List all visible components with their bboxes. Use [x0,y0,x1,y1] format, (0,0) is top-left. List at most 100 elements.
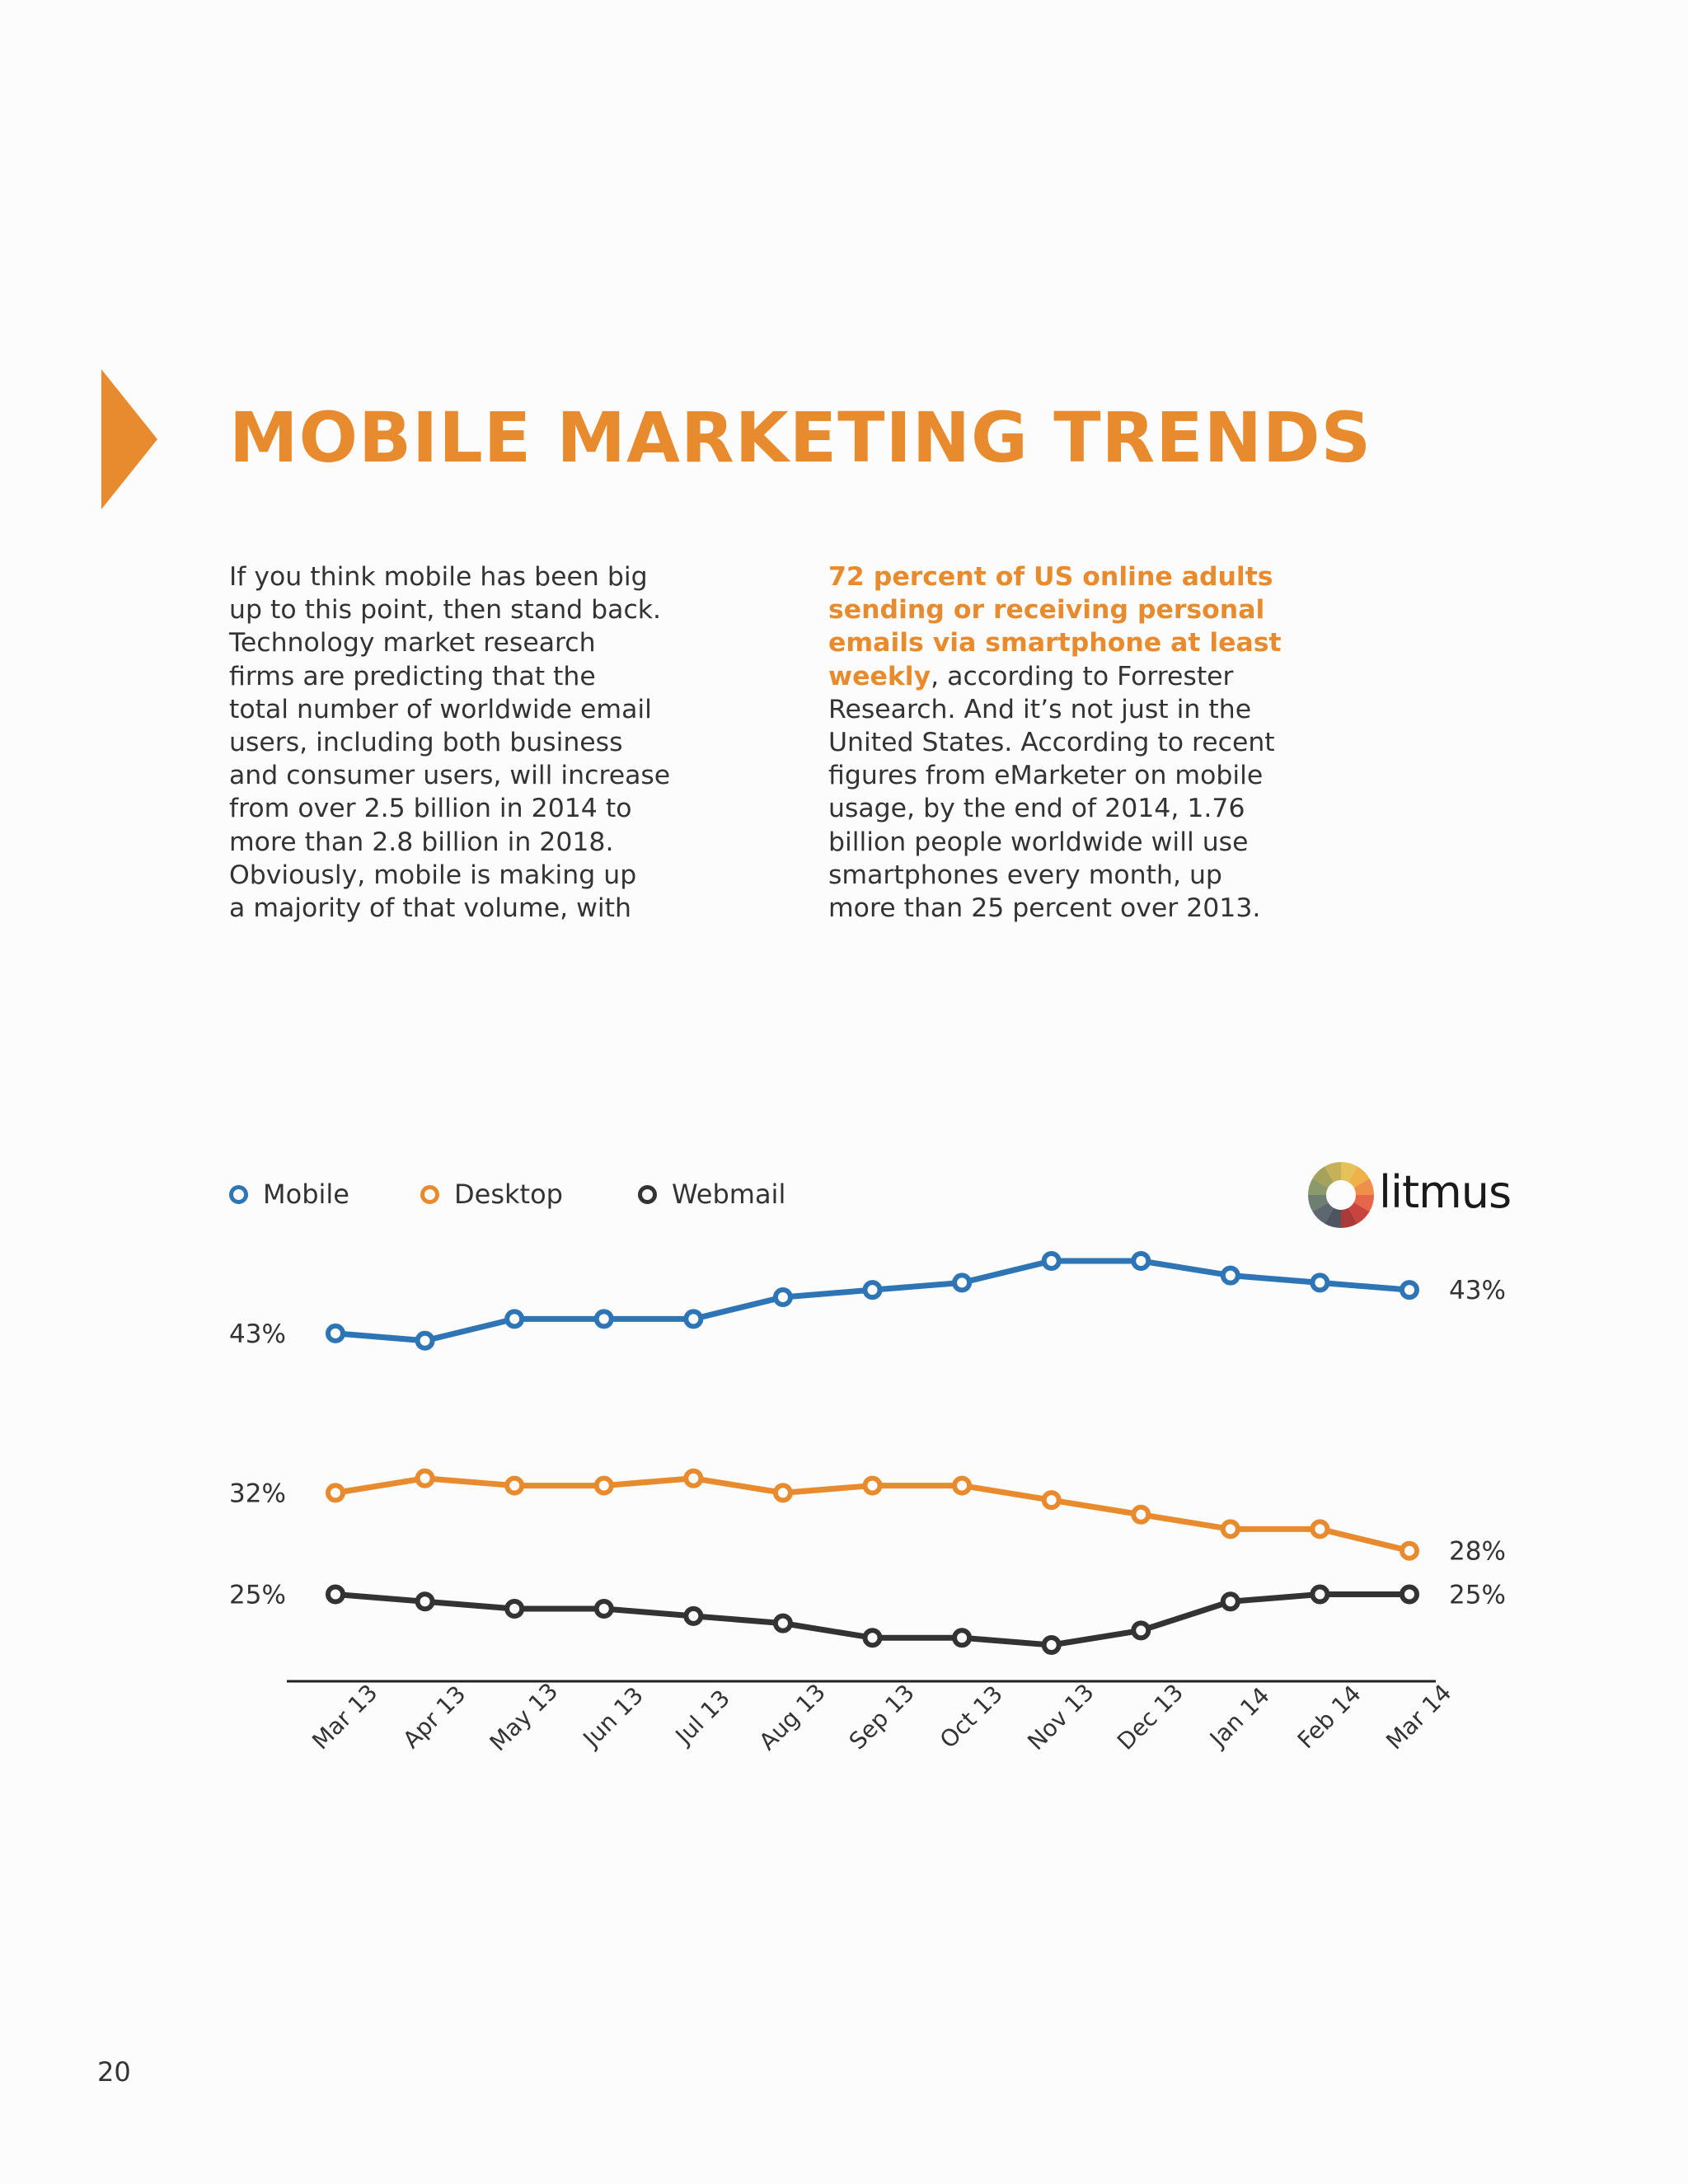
series-line-webmail [332,1591,1413,1648]
start-value-label: 32% [229,1479,286,1508]
body-line: Technology market research [229,628,596,658]
body-line: users, including both business [229,728,623,758]
data-point-webmail [862,1628,883,1648]
data-point-webmail [1310,1584,1330,1605]
data-point-desktop [862,1475,883,1496]
logo-wordmark: litmus [1379,1166,1512,1218]
data-point-webmail [504,1599,525,1619]
body-line: total number of worldwide email [229,694,652,724]
legend-label: Webmail [672,1179,786,1210]
body-line: smartphones every month, up [828,860,1222,890]
highlight-word: weekly [828,661,931,691]
body-line: up to this point, then stand back. [229,595,662,626]
x-tick-label: Jul 13 [669,1685,735,1750]
data-point-webmail [1041,1635,1062,1655]
data-point-webmail [952,1628,973,1648]
end-value-label: 28% [1449,1537,1506,1567]
data-point-webmail [1400,1584,1419,1605]
start-value-label: 25% [229,1580,286,1610]
body-line: more than 25 percent over 2013. [828,893,1261,924]
legend-marker-mobile [229,1184,248,1204]
body-column-right: 72 percent of US online adults sending o… [828,560,1323,925]
data-point-webmail [1131,1620,1151,1641]
data-point-mobile [326,1323,345,1343]
data-point-mobile [683,1309,704,1329]
legend-item-mobile: Mobile [229,1179,349,1210]
data-point-desktop [326,1483,345,1503]
body-line: usage, by the end of 2014, 1.76 [828,794,1245,824]
legend-item-webmail: Webmail [638,1179,785,1210]
x-tick-label: May 13 [485,1677,564,1756]
litmus-logo: litmus [1306,1158,1521,1232]
section-arrow-marker [101,369,157,509]
body-line: Obviously, mobile is making up [229,860,637,890]
data-point-mobile [1400,1280,1419,1301]
data-point-webmail [593,1599,614,1619]
data-point-desktop [504,1475,525,1496]
x-tick-label: Sep 13 [844,1679,920,1755]
end-value-label: 25% [1449,1580,1506,1610]
legend-marker-desktop [420,1184,439,1204]
legend-label: Desktop [454,1179,563,1210]
data-point-mobile [1310,1272,1330,1293]
x-tick-label: Jun 13 [577,1681,649,1753]
series-line-desktop [332,1475,1413,1554]
data-point-desktop [415,1468,435,1488]
data-point-mobile [415,1330,435,1351]
body-line: United States. According to recent [828,728,1275,758]
body-column-left: If you think mobile has been big up to t… [229,560,724,925]
body-line: figures from eMarketer on mobile [828,761,1264,791]
series-line-mobile [332,1258,1413,1344]
body-line: more than 2.8 billion in 2018. [229,827,614,857]
data-point-mobile [862,1280,883,1301]
data-point-desktop [683,1468,704,1488]
data-point-desktop [1131,1504,1151,1525]
x-tick-label: Oct 13 [935,1680,1008,1754]
data-point-webmail [415,1591,435,1612]
data-point-webmail [326,1584,345,1605]
body-line: If you think mobile has been big [229,562,648,592]
data-point-mobile [772,1286,793,1307]
end-value-label: 43% [1449,1276,1506,1305]
x-tick-label: Mar 14 [1381,1679,1456,1755]
page-title: MOBILE MARKETING TRENDS [229,397,1372,478]
highlight-line: emails via smartphone at least [828,628,1282,658]
litmus-logo-icon [1308,1162,1374,1228]
data-point-desktop [1220,1519,1240,1540]
data-point-mobile [1041,1251,1062,1271]
body-text: , according to Forrester [931,661,1234,691]
data-point-desktop [1041,1490,1062,1511]
data-point-mobile [1220,1265,1240,1286]
highlight-line: sending or receiving personal [828,595,1265,626]
data-point-webmail [683,1605,704,1626]
body-line: Research. And it’s not just in the [828,694,1252,724]
data-point-mobile [1131,1251,1151,1271]
start-value-label: 43% [229,1319,286,1349]
x-tick-label: Apr 13 [397,1680,471,1754]
data-point-desktop [593,1475,614,1496]
data-point-desktop [1310,1519,1330,1540]
body-line: billion people worldwide will use [828,827,1249,857]
data-point-webmail [772,1613,793,1633]
legend-marker-webmail [638,1184,657,1204]
body-line: and consumer users, will increase [229,761,671,791]
highlight-line: 72 percent of US online adults [828,562,1273,592]
x-tick-label: Dec 13 [1112,1679,1189,1755]
data-point-mobile [952,1272,973,1293]
x-tick-label: Feb 14 [1292,1680,1367,1754]
x-tick-label: Aug 13 [753,1679,830,1755]
body-line: firms are predicting that the [229,661,596,691]
body-line: a majority of that volume, with [229,893,631,924]
mixed-line: weekly, according to Forrester [828,660,1323,693]
data-point-mobile [504,1309,525,1329]
data-point-desktop [1400,1540,1419,1561]
data-point-webmail [1220,1591,1240,1612]
legend-label: Mobile [263,1179,349,1210]
x-tick-label: Nov 13 [1022,1679,1099,1755]
x-tick-label: Mar 13 [307,1679,382,1755]
data-point-mobile [593,1309,614,1329]
x-tick-label: Jan 14 [1203,1682,1275,1754]
body-line: from over 2.5 billion in 2014 to [229,794,632,824]
